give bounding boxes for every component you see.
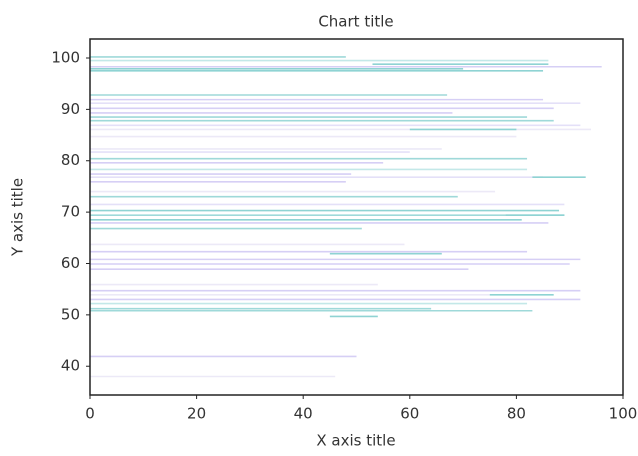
y-tick-label: 60 xyxy=(61,254,80,272)
x-axis-title: X axis title xyxy=(316,432,395,450)
chart-title: Chart title xyxy=(318,13,393,31)
y-tick-label: 70 xyxy=(61,203,80,221)
x-tick-label: 100 xyxy=(609,405,638,423)
plot-frame xyxy=(90,39,623,395)
x-tick-label: 40 xyxy=(294,405,313,423)
y-tick-label: 50 xyxy=(61,305,80,323)
segments xyxy=(90,57,602,377)
x-tick-label: 80 xyxy=(507,405,526,423)
x-tick-label: 60 xyxy=(400,405,419,423)
x-tick-label: 20 xyxy=(187,405,206,423)
y-tick-label: 40 xyxy=(61,357,80,375)
x-tick-label: 0 xyxy=(85,405,95,423)
y-tick-label: 100 xyxy=(51,49,80,67)
y-axis-title: Y axis title xyxy=(9,178,27,257)
chart: Chart title X axis title Y axis title 0 2… xyxy=(0,0,638,452)
y-tick-label: 80 xyxy=(61,151,80,169)
y-tick-label: 90 xyxy=(61,100,80,118)
